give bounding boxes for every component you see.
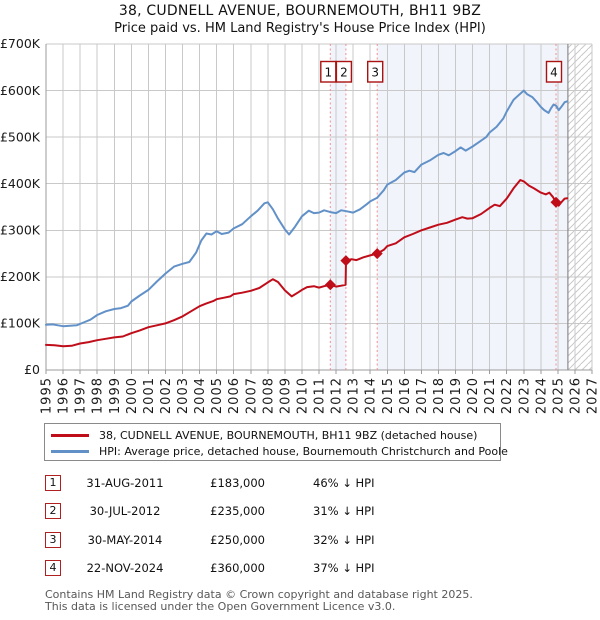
svg-text:2: 2 xyxy=(340,66,348,80)
svg-text:1997: 1997 xyxy=(74,377,89,414)
svg-text:2007: 2007 xyxy=(244,377,259,414)
sale-row: 1 31-AUG-2011 £183,000 46% ↓ HPI xyxy=(0,475,600,492)
svg-text:2022: 2022 xyxy=(500,377,515,414)
svg-text:2024: 2024 xyxy=(534,377,549,414)
sale-hpi-delta: 32% ↓ HPI xyxy=(313,533,375,547)
svg-text:3: 3 xyxy=(371,66,379,80)
svg-text:2003: 2003 xyxy=(176,377,191,414)
svg-text:£600K: £600K xyxy=(0,83,41,98)
svg-text:2021: 2021 xyxy=(483,377,498,414)
sale-number-badge: 3 xyxy=(45,532,61,548)
sale-number-badge: 1 xyxy=(45,475,61,491)
sale-hpi-delta: 31% ↓ HPI xyxy=(313,504,375,518)
license-footer: Contains HM Land Registry data © Crown c… xyxy=(45,589,473,612)
series-price-paid xyxy=(45,179,569,348)
legend-item-hpi: HPI: Average price, detached house, Bour… xyxy=(45,443,508,459)
x-axis-labels: 1995 1996 1997 1998 1999 2000 2001 2002 2003 2004… xyxy=(40,377,600,414)
series-hpi xyxy=(45,89,569,328)
future-hatch-region xyxy=(567,44,592,370)
sale-price: £183,000 xyxy=(210,476,265,490)
price-history-chart: £0 £100K £200K £300K £400K £500K £600K £700K 199… xyxy=(0,36,600,414)
svg-text:2006: 2006 xyxy=(227,377,242,414)
sale-price: £360,000 xyxy=(210,561,265,575)
sale-hpi-delta: 37% ↓ HPI xyxy=(313,561,375,575)
svg-text:2016: 2016 xyxy=(398,377,413,414)
sale-number-badge: 4 xyxy=(45,560,61,576)
license-line-2: This data is licensed under the Open Gov… xyxy=(45,599,396,613)
svg-text:2011: 2011 xyxy=(313,377,328,414)
svg-text:1998: 1998 xyxy=(91,377,106,414)
svg-text:2009: 2009 xyxy=(278,377,293,414)
legend-label: 38, CUDNELL AVENUE, BOURNEMOUTH, BH11 9B… xyxy=(99,428,478,442)
sale-price: £235,000 xyxy=(210,504,265,518)
sale-point-markers xyxy=(324,196,562,291)
svg-text:2018: 2018 xyxy=(432,377,447,414)
svg-text:£0: £0 xyxy=(24,362,40,377)
hpi-line-swatch xyxy=(51,449,89,453)
svg-text:1: 1 xyxy=(324,66,332,80)
ownership-shading xyxy=(330,44,568,370)
svg-text:2023: 2023 xyxy=(517,377,532,414)
svg-text:2012: 2012 xyxy=(330,377,345,414)
svg-text:1996: 1996 xyxy=(57,377,72,414)
chart-title: 38, CUDNELL AVENUE, BOURNEMOUTH, BH11 9B… xyxy=(118,3,482,19)
svg-text:2013: 2013 xyxy=(347,377,362,414)
svg-text:2017: 2017 xyxy=(415,377,430,414)
license-line-1: Contains HM Land Registry data © Crown c… xyxy=(45,588,473,601)
svg-text:2000: 2000 xyxy=(125,377,140,414)
svg-text:2001: 2001 xyxy=(142,377,157,414)
sale-price: £250,000 xyxy=(210,533,265,547)
y-axis-labels: £0 £100K £200K £300K £400K £500K £600K £700K xyxy=(0,36,41,377)
sale-date: 22-NOV-2024 xyxy=(86,561,164,575)
svg-text:2025: 2025 xyxy=(551,377,566,414)
legend-label: HPI: Average price, detached house, Bour… xyxy=(99,444,508,458)
svg-text:2020: 2020 xyxy=(466,377,481,414)
svg-text:2002: 2002 xyxy=(159,377,174,414)
svg-text:2004: 2004 xyxy=(193,377,208,414)
svg-text:2019: 2019 xyxy=(449,377,464,414)
svg-text:2005: 2005 xyxy=(210,377,225,414)
svg-text:2027: 2027 xyxy=(586,377,600,414)
legend-item-price-paid: 38, CUDNELL AVENUE, BOURNEMOUTH, BH11 9B… xyxy=(45,427,500,443)
sale-date: 30-MAY-2014 xyxy=(87,533,163,547)
sale-date: 30-JUL-2012 xyxy=(89,504,161,518)
svg-text:1999: 1999 xyxy=(108,377,123,414)
sale-number-badge: 2 xyxy=(45,503,61,519)
gridlines xyxy=(45,43,593,370)
svg-text:2008: 2008 xyxy=(261,377,276,414)
axes xyxy=(45,44,593,374)
svg-text:£700K: £700K xyxy=(0,36,41,51)
sale-row: 3 30-MAY-2014 £250,000 32% ↓ HPI xyxy=(0,532,600,549)
sale-date: 31-AUG-2011 xyxy=(86,476,164,490)
chart-legend: 38, CUDNELL AVENUE, BOURNEMOUTH, BH11 9B… xyxy=(44,423,508,461)
sale-hpi-delta: 46% ↓ HPI xyxy=(313,476,375,490)
price-paid-line-swatch xyxy=(51,433,89,437)
svg-text:2014: 2014 xyxy=(364,377,379,414)
svg-text:1995: 1995 xyxy=(40,377,55,414)
sale-row: 4 22-NOV-2024 £360,000 37% ↓ HPI xyxy=(0,560,600,577)
svg-text:4: 4 xyxy=(550,66,558,80)
svg-text:£500K: £500K xyxy=(0,129,41,144)
svg-text:£100K: £100K xyxy=(0,316,41,331)
svg-text:£400K: £400K xyxy=(0,176,41,191)
svg-text:2026: 2026 xyxy=(568,377,583,414)
chart-subtitle: Price paid vs. HM Land Registry's House … xyxy=(114,21,486,36)
sale-row: 2 30-JUL-2012 £235,000 31% ↓ HPI xyxy=(0,503,600,520)
svg-text:£300K: £300K xyxy=(0,223,41,238)
svg-text:£200K: £200K xyxy=(0,269,41,284)
svg-text:2015: 2015 xyxy=(381,377,396,414)
svg-text:2010: 2010 xyxy=(295,377,310,414)
